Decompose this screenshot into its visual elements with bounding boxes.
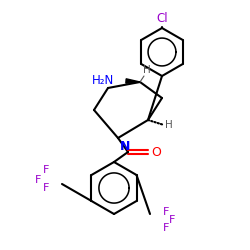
Text: F: F — [163, 207, 169, 217]
Polygon shape — [126, 79, 140, 83]
Text: F: F — [43, 165, 49, 175]
Text: F: F — [169, 215, 175, 225]
Text: F: F — [43, 183, 49, 193]
Text: F: F — [163, 223, 169, 233]
Text: Cl: Cl — [156, 12, 168, 25]
Text: H₂N: H₂N — [92, 74, 114, 86]
Text: N: N — [120, 140, 130, 153]
Text: F: F — [35, 175, 41, 185]
Text: H: H — [143, 65, 151, 75]
Text: H: H — [165, 120, 173, 130]
Text: O: O — [151, 146, 161, 158]
